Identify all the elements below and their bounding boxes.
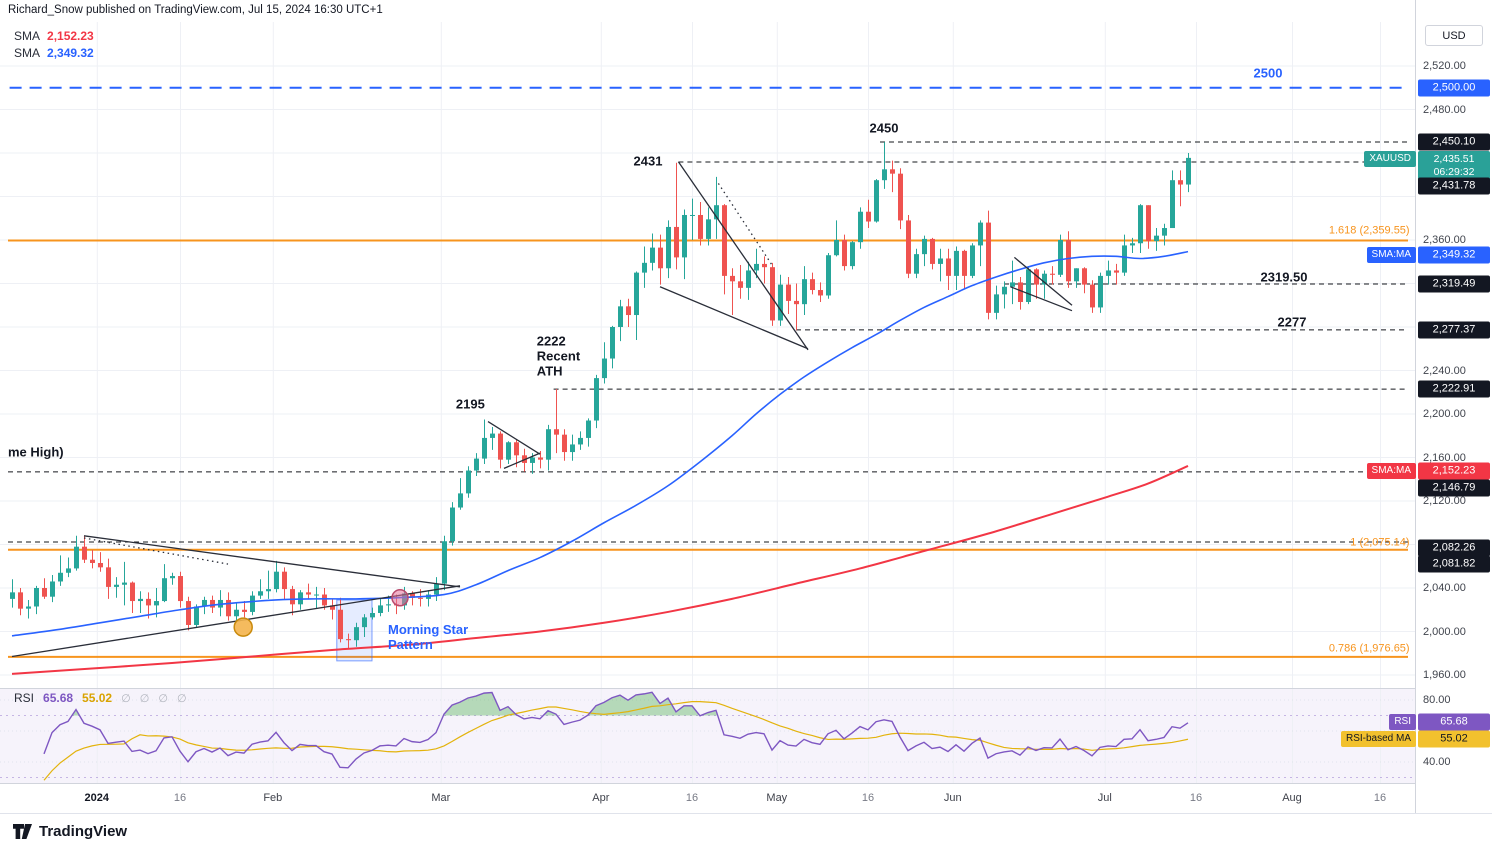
time-tick-Mar: Mar: [431, 792, 451, 804]
overlay-SMA-50: [11, 250, 1189, 637]
price-badge-level-2082: 2,082.26: [1418, 539, 1490, 557]
price-axis[interactable]: USD 2,520.00 2,480.00 2,360.00 2,240.00 2,20…: [1340, 0, 1492, 813]
time-tick-Aug: Aug: [1282, 792, 1302, 804]
price-badge-level-2222: 2,222.91: [1418, 380, 1490, 398]
time-tick-May: May: [766, 792, 788, 804]
trendline-0[interactable]: [83, 535, 461, 588]
time-tick-16: 16: [1189, 792, 1203, 804]
price-tick: 2,360.00: [1423, 234, 1466, 246]
price-tick: 1,960.00: [1423, 669, 1466, 681]
price-badge-high-2431: 2,431.78: [1418, 177, 1490, 195]
axis-chip-sma-50: SMA:MA: [1366, 246, 1416, 263]
price-tick: 2,240.00: [1423, 364, 1466, 377]
rsi-line: [43, 691, 1189, 769]
price-badge-level-2277: 2,277.37: [1418, 321, 1490, 339]
axis-chip-rsi: RSI: [1389, 714, 1416, 731]
price-tick: 40.00: [1423, 756, 1451, 768]
rsi-pane-bg: [0, 688, 1415, 783]
candles: [10, 142, 1191, 649]
axis-chip-current: XAUUSD: [1364, 150, 1416, 167]
rsi-legend-value: 65.68: [43, 691, 74, 705]
grid: [0, 22, 1415, 783]
price-badge-sma-200: 2,152.23: [1418, 462, 1490, 480]
price-badge-rsi-ma: 55.02: [1418, 730, 1490, 748]
legend-sma-200-name: SMA: [14, 28, 41, 43]
price-tick: 2,520.00: [1423, 60, 1466, 72]
attribution-bar: Richard_Snow published on TradingView.co…: [0, 0, 1415, 21]
price-tick: 2,480.00: [1423, 103, 1466, 116]
axis-chip-rsi-ma: RSI-based MA: [1340, 730, 1416, 747]
trendline-7[interactable]: [717, 183, 773, 266]
rsi-legend[interactable]: RSI 65.68 55.02 ∅ ∅ ∅ ∅: [14, 691, 190, 705]
time-tick-16: 16: [173, 792, 187, 804]
price-badge-level-2319: 2,319.49: [1418, 275, 1490, 293]
legend-sma-200[interactable]: SMA 2,152.23: [14, 27, 94, 44]
price-badge-high-2450: 2,450.10: [1418, 133, 1490, 151]
chart-plot-area[interactable]: [0, 0, 1415, 783]
time-tick-Jul: Jul: [1097, 792, 1112, 804]
trendline-5[interactable]: [677, 161, 809, 351]
price-tick: 2,000.00: [1423, 625, 1466, 638]
legend-sma-50-value: 2,349.32: [47, 45, 94, 60]
price-tick: 2,200.00: [1423, 408, 1466, 420]
price-badge-current: 2,435.51 06:29:32: [1418, 150, 1490, 181]
rsi-legend-disabled-params: ∅ ∅ ∅ ∅: [121, 692, 190, 705]
indicator-legend: SMA 2,152.23 SMA 2,349.32: [14, 27, 94, 61]
trendline-6[interactable]: [659, 286, 809, 350]
legend-sma-200-value: 2,152.23: [47, 28, 94, 43]
trendline-4[interactable]: [503, 452, 541, 469]
tradingview-wordmark[interactable]: TradingView: [39, 823, 128, 840]
footer: TradingView: [0, 813, 1492, 849]
rsi-ma-line: [43, 700, 1189, 781]
time-tick-2024: 2024: [84, 792, 110, 804]
price-tick: 2,160.00: [1423, 451, 1466, 464]
time-axis[interactable]: 2024 16 Feb Mar Apr 16 May 16 Jun Jul 16 Aug 16: [0, 783, 1415, 813]
marker-circle-1[interactable]: [391, 589, 409, 607]
price-levels: [8, 86, 1408, 658]
rsi-legend-ma-value: 55.02: [82, 691, 113, 705]
axis-chip-sma-200: SMA:MA: [1366, 462, 1416, 479]
rsi-legend-name: RSI: [14, 691, 35, 705]
trendline-3[interactable]: [487, 421, 541, 455]
time-tick-16: 16: [685, 792, 699, 804]
price-badge-rsi: 65.68: [1418, 713, 1490, 731]
price-tick: 2,040.00: [1423, 582, 1466, 594]
time-tick-Feb: Feb: [263, 792, 283, 804]
price-tick: 80.00: [1423, 694, 1451, 706]
time-tick-16: 16: [1373, 792, 1387, 804]
price-tick: 2,120.00: [1423, 495, 1466, 507]
price-badge-prev-ath: 2,146.79: [1418, 479, 1490, 497]
price-badge-level-2500: 2,500.00: [1418, 79, 1490, 97]
trendline-8[interactable]: [1013, 256, 1073, 306]
marker-circle-0[interactable]: [233, 617, 253, 637]
time-tick-16: 16: [861, 792, 875, 804]
trendline-9[interactable]: [1010, 286, 1073, 312]
overlay-SMA-200: [11, 465, 1189, 675]
price-badge-sma-50: 2,349.32: [1418, 246, 1490, 264]
attribution-text: Richard_Snow published on TradingView.co…: [8, 4, 383, 16]
time-tick-Apr: Apr: [592, 792, 610, 804]
rsi-plot: [43, 691, 1189, 781]
price-badge-level-2081: 2,081.82: [1418, 555, 1490, 573]
time-tick-Jun: Jun: [943, 792, 962, 804]
tradingview-logo-icon[interactable]: [13, 823, 32, 840]
currency-button[interactable]: USD: [1425, 25, 1483, 46]
legend-sma-50[interactable]: SMA 2,349.32: [14, 44, 94, 61]
legend-sma-50-name: SMA: [14, 45, 41, 60]
